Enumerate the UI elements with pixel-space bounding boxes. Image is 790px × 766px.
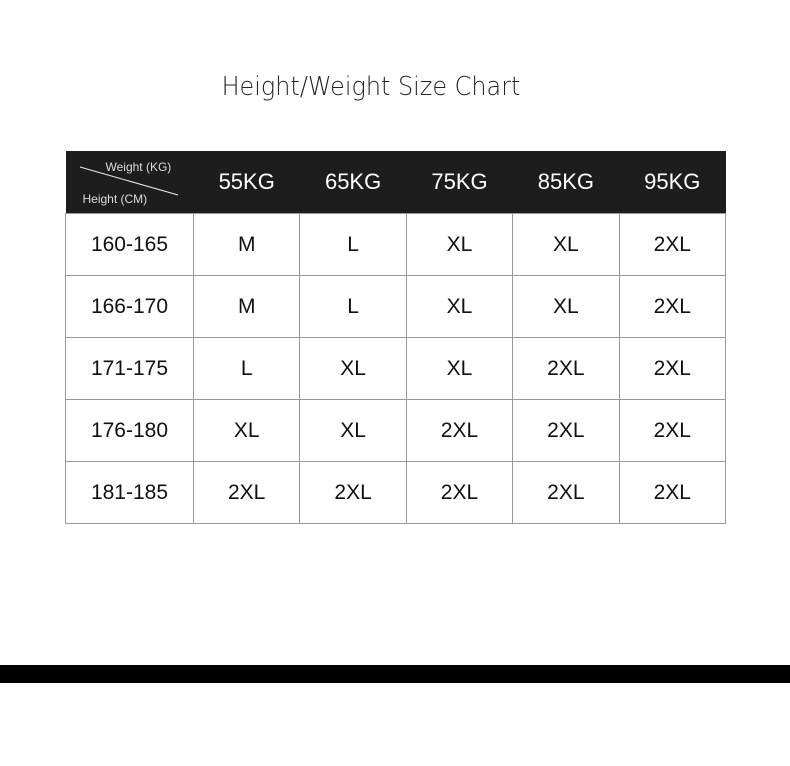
size-cell: 2XL [512, 337, 620, 400]
size-cell: XL [192, 399, 301, 462]
size-cell: 2XL [299, 461, 407, 524]
size-cell: 2XL [512, 399, 620, 462]
corner-cell: Weight (KG) Height (CM) [65, 151, 194, 214]
size-chart-table: Weight (KG) Height (CM) 55KG 65KG 75KG 85KG… [65, 151, 727, 524]
size-cell: 2XL [405, 399, 514, 462]
size-cell: XL [512, 275, 620, 338]
size-cell: XL [405, 337, 514, 400]
size-cell: XL [512, 213, 620, 276]
table-row: 176-180 XL XL 2XL 2XL 2XL [65, 399, 727, 462]
size-cell: XL [299, 337, 407, 400]
size-cell: L [192, 337, 301, 400]
size-cell: M [192, 213, 301, 276]
page-title: Height/Weight Size Chart [221, 72, 521, 102]
size-cell: 2XL [192, 461, 301, 524]
column-header: 95KG [619, 151, 726, 214]
column-header: 65KG [299, 151, 407, 214]
height-cell: 181-185 [65, 461, 194, 524]
height-cell: 176-180 [65, 399, 194, 462]
size-cell: 2XL [618, 461, 727, 524]
size-cell: L [299, 213, 407, 276]
table-row: 181-185 2XL 2XL 2XL 2XL 2XL [65, 461, 727, 524]
table-row: 166-170 M L XL XL 2XL [65, 275, 727, 338]
column-header: 85KG [512, 151, 620, 214]
column-header: 55KG [193, 151, 300, 214]
size-cell: L [299, 275, 407, 338]
size-cell: 2XL [618, 399, 727, 462]
size-cell: 2XL [618, 275, 727, 338]
size-cell: 2XL [618, 213, 727, 276]
height-cell: 160-165 [65, 213, 194, 276]
size-cell: M [192, 275, 301, 338]
header-row: Weight (KG) Height (CM) 55KG 65KG 75KG 85KG… [65, 151, 726, 214]
height-cell: 166-170 [65, 275, 194, 338]
size-cell: 2XL [618, 337, 727, 400]
height-cell: 171-175 [65, 337, 194, 400]
weight-axis-label: Weight (KG) [105, 160, 172, 174]
table-row: 160-165 M L XL XL 2XL [65, 213, 727, 276]
divider-bar [0, 665, 790, 683]
size-cell: XL [405, 213, 514, 276]
table-row: 171-175 L XL XL 2XL 2XL [65, 337, 727, 400]
size-cell: 2XL [405, 461, 514, 524]
size-cell: XL [299, 399, 407, 462]
height-axis-label: Height (CM) [82, 192, 148, 206]
size-cell: 2XL [512, 461, 620, 524]
column-header: 75KG [406, 151, 513, 214]
size-cell: XL [405, 275, 514, 338]
diagonal-line [79, 166, 178, 196]
